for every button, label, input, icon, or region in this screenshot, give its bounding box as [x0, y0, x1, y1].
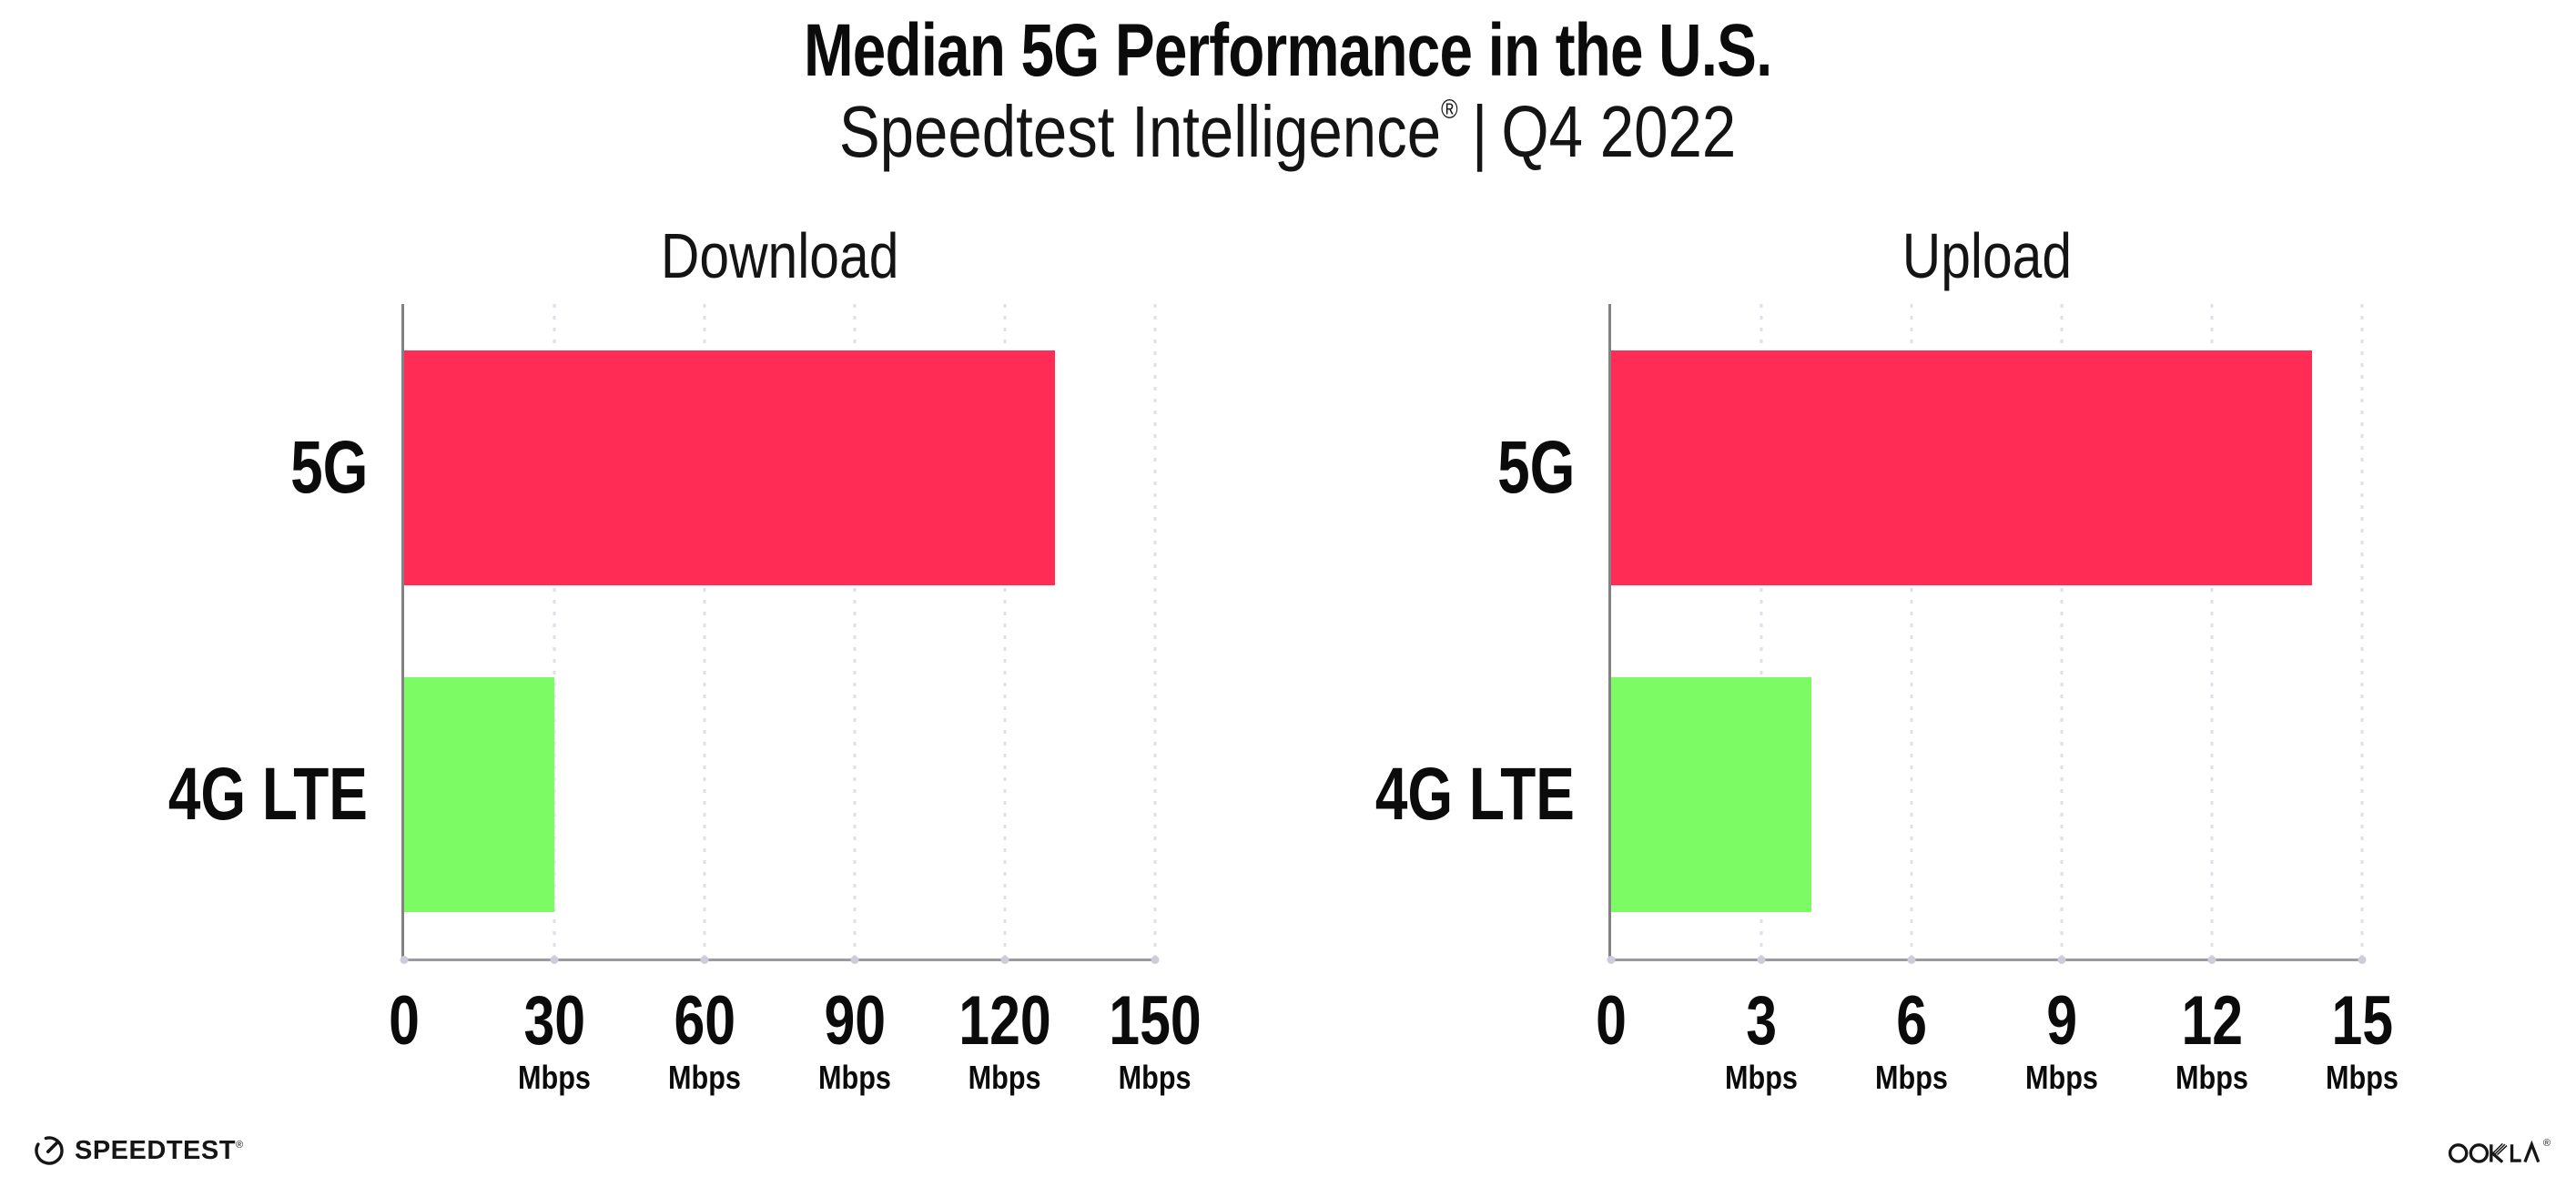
x-axis-line [1608, 959, 2362, 961]
x-tick-label: 150 [1109, 982, 1202, 1060]
gridline [1003, 304, 1007, 959]
category-label-4g-lte: 4G LTE [1374, 753, 1575, 837]
x-tick-30: 30 Mbps [512, 987, 597, 1096]
x-tick-0: 0 [1592, 987, 1630, 1056]
registered-mark: ® [235, 1139, 244, 1151]
axis-tick-dot [400, 956, 409, 964]
x-tick-unit: Mbps [1875, 1059, 1948, 1096]
x-tick-label: 15 [2331, 982, 2393, 1060]
axis-tick-dot [1757, 956, 1766, 964]
x-tick-label: 0 [1596, 982, 1627, 1060]
axis-tick-dot [2358, 956, 2367, 964]
x-tick-label: 120 [958, 982, 1051, 1060]
gridline [2210, 304, 2214, 959]
registered-mark: ® [2542, 1138, 2551, 1149]
download-plot-area: 0 30 Mbps 60 Mbps 90 Mbps 120 Mbps 150 Mbps 5G 4G LT… [168, 304, 1202, 1095]
x-axis-line [401, 959, 1155, 961]
subtitle-separator: | [1472, 91, 1488, 172]
upload-plot-area: 0 3 Mbps 6 Mbps 9 Mbps 12 Mbps 15 Mbps 5G 4G LTE [1375, 304, 2399, 1095]
gridline [553, 304, 556, 959]
x-tick-0: 0 [385, 987, 423, 1056]
x-tick-unit: Mbps [668, 1059, 741, 1096]
x-tick-9: 9 Mbps [2019, 987, 2104, 1096]
category-label-5g: 5G [289, 425, 368, 509]
x-tick-15: 15 Mbps [2319, 987, 2405, 1096]
gridline [853, 304, 857, 959]
x-tick-label: 3 [1746, 982, 1777, 1060]
bar-5g [404, 350, 1055, 585]
x-tick-unit: Mbps [2175, 1059, 2248, 1096]
download-chart: Download 0 30 Mbps 60 Mbps 90 Mbps 120 Mbps 150 Mb… [168, 220, 1202, 1095]
axis-tick-dot [2207, 956, 2216, 964]
ookla-wordmark-icon [2448, 1140, 2541, 1163]
gridline [1760, 304, 1763, 959]
x-tick-unit: Mbps [818, 1059, 891, 1096]
x-tick-unit: Mbps [518, 1059, 591, 1096]
axis-tick-dot [850, 956, 859, 964]
axis-tick-dot [1000, 956, 1009, 964]
x-tick-unit: Mbps [2326, 1059, 2399, 1096]
x-tick-label: 0 [389, 982, 420, 1060]
x-tick-unit: Mbps [1119, 1059, 1192, 1096]
axis-tick-dot [2057, 956, 2066, 964]
x-tick-90: 90 Mbps [812, 987, 898, 1096]
subtitle-brand: Speedtest Intelligence [839, 91, 1442, 172]
gridline [2060, 304, 2064, 959]
axis-tick-dot [1607, 956, 1616, 964]
x-tick-6: 6 Mbps [1869, 987, 1954, 1096]
upload-chart: Upload 0 3 Mbps 6 Mbps 9 Mbps 12 Mbps 15 Mbps 5G 4G … [1375, 220, 2399, 1095]
x-tick-60: 60 Mbps [662, 987, 747, 1096]
axis-tick-dot [1151, 956, 1160, 964]
gridline [703, 304, 706, 959]
page-title: Median 5G Performance in the U.S. [804, 9, 1772, 92]
speedtest-wordmark: SPEEDTEST® [75, 1135, 244, 1165]
gridline [1153, 304, 1157, 959]
x-tick-label: 30 [523, 982, 585, 1060]
x-tick-label: 90 [824, 982, 886, 1060]
gridline [2360, 304, 2364, 959]
x-tick-unit: Mbps [2025, 1059, 2098, 1096]
x-tick-label: 6 [1896, 982, 1927, 1060]
y-axis-line [401, 304, 404, 961]
speedtest-gauge-icon [35, 1136, 64, 1165]
x-tick-unit: Mbps [1725, 1059, 1798, 1096]
x-tick-12: 12 Mbps [2169, 987, 2255, 1096]
registered-mark: ® [1441, 95, 1459, 125]
bar-4g-lte [1611, 677, 1811, 913]
x-tick-unit: Mbps [969, 1059, 1041, 1096]
x-tick-label: 60 [674, 982, 735, 1060]
axis-tick-dot [1907, 956, 1916, 964]
x-tick-3: 3 Mbps [1719, 987, 1804, 1096]
category-label-4g-lte: 4G LTE [167, 753, 368, 837]
bar-4g-lte [404, 677, 554, 913]
axis-tick-dot [550, 956, 559, 964]
category-label-5g: 5G [1496, 425, 1575, 509]
x-tick-label: 12 [2181, 982, 2243, 1060]
subtitle-period: Q4 2022 [1501, 91, 1737, 172]
ookla-logo: ® [2448, 1138, 2551, 1165]
bar-5g [1611, 350, 2312, 585]
x-tick-150: 150 Mbps [1098, 987, 1213, 1096]
gridline [1910, 304, 1913, 959]
upload-chart-title: Upload [1902, 220, 2072, 291]
x-tick-120: 120 Mbps [948, 987, 1063, 1096]
download-chart-title: Download [660, 220, 899, 291]
y-axis-line [1608, 304, 1611, 961]
x-tick-label: 9 [2046, 982, 2077, 1060]
speedtest-logo: SPEEDTEST® [33, 1134, 244, 1167]
axis-tick-dot [700, 956, 709, 964]
page-subtitle: Speedtest Intelligence® | Q4 2022 [0, 91, 2576, 172]
